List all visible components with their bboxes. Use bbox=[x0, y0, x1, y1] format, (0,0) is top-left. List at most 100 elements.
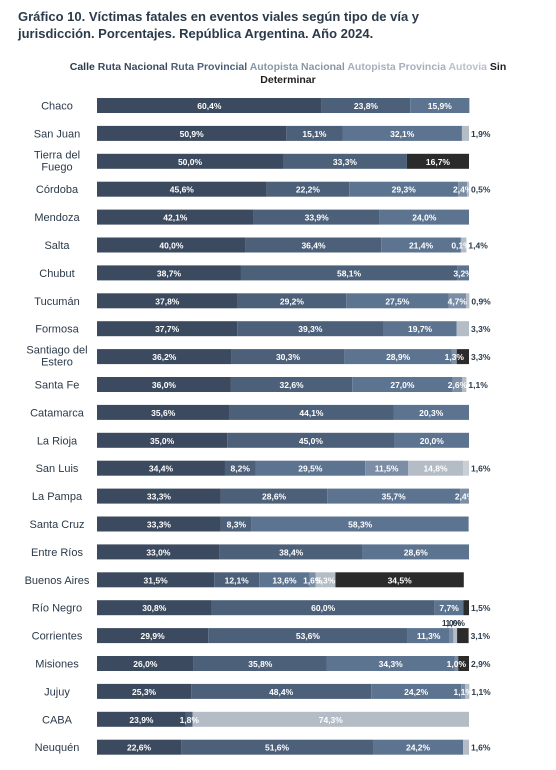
bar-segment bbox=[97, 349, 232, 365]
data-label: 22,6% bbox=[127, 743, 152, 753]
data-label: 24,0% bbox=[412, 213, 437, 223]
data-label: 14,8% bbox=[423, 464, 448, 474]
bar-segment bbox=[346, 293, 449, 309]
category-label: Santa Cruz bbox=[29, 519, 84, 531]
data-label: 33,3% bbox=[147, 520, 172, 530]
bar-segment bbox=[362, 544, 469, 560]
data-label: 21,4% bbox=[409, 241, 434, 251]
bar-segment bbox=[97, 404, 230, 420]
data-label: 1,1% bbox=[454, 687, 474, 697]
bar-segment bbox=[251, 516, 469, 532]
data-label: 1,0% bbox=[447, 659, 467, 669]
data-label: 0,1% bbox=[451, 241, 471, 251]
data-label: 1,8% bbox=[180, 715, 200, 725]
bar-segment bbox=[97, 209, 254, 225]
data-label: 38,7% bbox=[157, 268, 182, 278]
bar-segment bbox=[315, 572, 336, 588]
data-label: 3,2% bbox=[453, 268, 473, 278]
data-label: 39,3% bbox=[298, 324, 323, 334]
data-label: 2,4% bbox=[455, 492, 475, 502]
legend-item: Ruta Provincial bbox=[170, 61, 248, 73]
bar-segment bbox=[231, 349, 345, 365]
category-label: Neuquén bbox=[35, 742, 80, 754]
bar-segment bbox=[457, 265, 469, 281]
bar-segment bbox=[97, 321, 238, 337]
data-label: 1,4% bbox=[468, 241, 488, 251]
data-label: 42,1% bbox=[163, 213, 188, 223]
bar-segment bbox=[373, 739, 464, 755]
category-label: Tucumán bbox=[34, 296, 79, 308]
data-label: 35,0% bbox=[150, 436, 175, 446]
bar-segment bbox=[97, 181, 267, 197]
data-label: 19,7% bbox=[408, 324, 433, 334]
data-label: 3,3% bbox=[471, 324, 491, 334]
bar-segment bbox=[97, 460, 225, 476]
bar-segment bbox=[181, 739, 374, 755]
bar-segment bbox=[381, 237, 461, 253]
data-label: 33,3% bbox=[333, 157, 358, 167]
bar-segment bbox=[365, 460, 408, 476]
data-label: 53,6% bbox=[296, 631, 321, 641]
bar-segment bbox=[229, 404, 394, 420]
bar-segment bbox=[220, 488, 328, 504]
chart-legend: Calle Ruta Nacional Ruta Provincial Auto… bbox=[60, 61, 516, 87]
bar-segment bbox=[321, 98, 411, 113]
bar-segment bbox=[97, 572, 215, 588]
bar-segment bbox=[97, 377, 231, 392]
bar-segment bbox=[460, 237, 462, 253]
category-label: Catamarca bbox=[30, 407, 85, 419]
bar-segment bbox=[219, 544, 363, 560]
data-label: 51,6% bbox=[265, 743, 290, 753]
bar-segment bbox=[352, 377, 453, 392]
data-label: 45,0% bbox=[299, 436, 324, 446]
bar-segment bbox=[349, 181, 459, 197]
category-label: Córdoba bbox=[36, 184, 79, 196]
category-label: San Luis bbox=[36, 463, 79, 475]
data-label: 36,4% bbox=[301, 241, 326, 251]
bar-segment bbox=[283, 153, 407, 169]
bar-segment bbox=[460, 488, 469, 504]
category-label: CABA bbox=[42, 714, 73, 726]
bar-segment bbox=[255, 460, 366, 476]
bar-segment bbox=[309, 572, 316, 588]
data-label: 5,3% bbox=[316, 575, 336, 585]
data-label: 2,6% bbox=[448, 380, 468, 390]
data-label: 50,0% bbox=[178, 157, 203, 167]
category-label: Santiago del Estero bbox=[26, 345, 87, 369]
data-label: 13,6% bbox=[272, 575, 297, 585]
data-label: 74,3% bbox=[319, 715, 344, 725]
category-label: La Pampa bbox=[32, 491, 83, 503]
bar-segment bbox=[97, 265, 241, 281]
chart-title-text: Víctimas fatales en eventos viales según… bbox=[18, 9, 420, 41]
bar-segment bbox=[224, 460, 256, 476]
legend-item: Autovia bbox=[448, 61, 487, 73]
bar-segment bbox=[97, 432, 228, 448]
data-label: 20,0% bbox=[420, 436, 445, 446]
bar-segment bbox=[465, 683, 470, 699]
bar-segment bbox=[240, 265, 458, 281]
data-label: 27,0% bbox=[390, 380, 415, 390]
bar-segment bbox=[97, 544, 220, 560]
bar-segment bbox=[453, 628, 458, 644]
bar-segment bbox=[456, 321, 469, 337]
bar-segment bbox=[335, 572, 464, 588]
bar-segment bbox=[394, 432, 469, 448]
bar-segment bbox=[191, 683, 372, 699]
legend-item: Autopista Provincia bbox=[347, 61, 446, 73]
bar-segment bbox=[454, 656, 459, 671]
data-label: 29,2% bbox=[280, 296, 305, 306]
category-label: Tierra del Fuego bbox=[34, 149, 80, 173]
data-label: 45,6% bbox=[170, 185, 195, 195]
category-label: Entre Ríos bbox=[31, 547, 83, 559]
bar-segment bbox=[97, 237, 246, 253]
bar-segment bbox=[379, 209, 469, 225]
bar-segment bbox=[344, 349, 452, 365]
data-label: 1,6% bbox=[303, 575, 323, 585]
chart-title: Gráfico 10. Víctimas fatales en eventos … bbox=[18, 8, 498, 42]
data-label: 12,1% bbox=[225, 575, 250, 585]
bar-segment bbox=[286, 125, 343, 141]
data-label: 3,3% bbox=[471, 352, 491, 362]
bar-segment bbox=[185, 711, 193, 727]
data-label: 32,1% bbox=[390, 129, 415, 139]
